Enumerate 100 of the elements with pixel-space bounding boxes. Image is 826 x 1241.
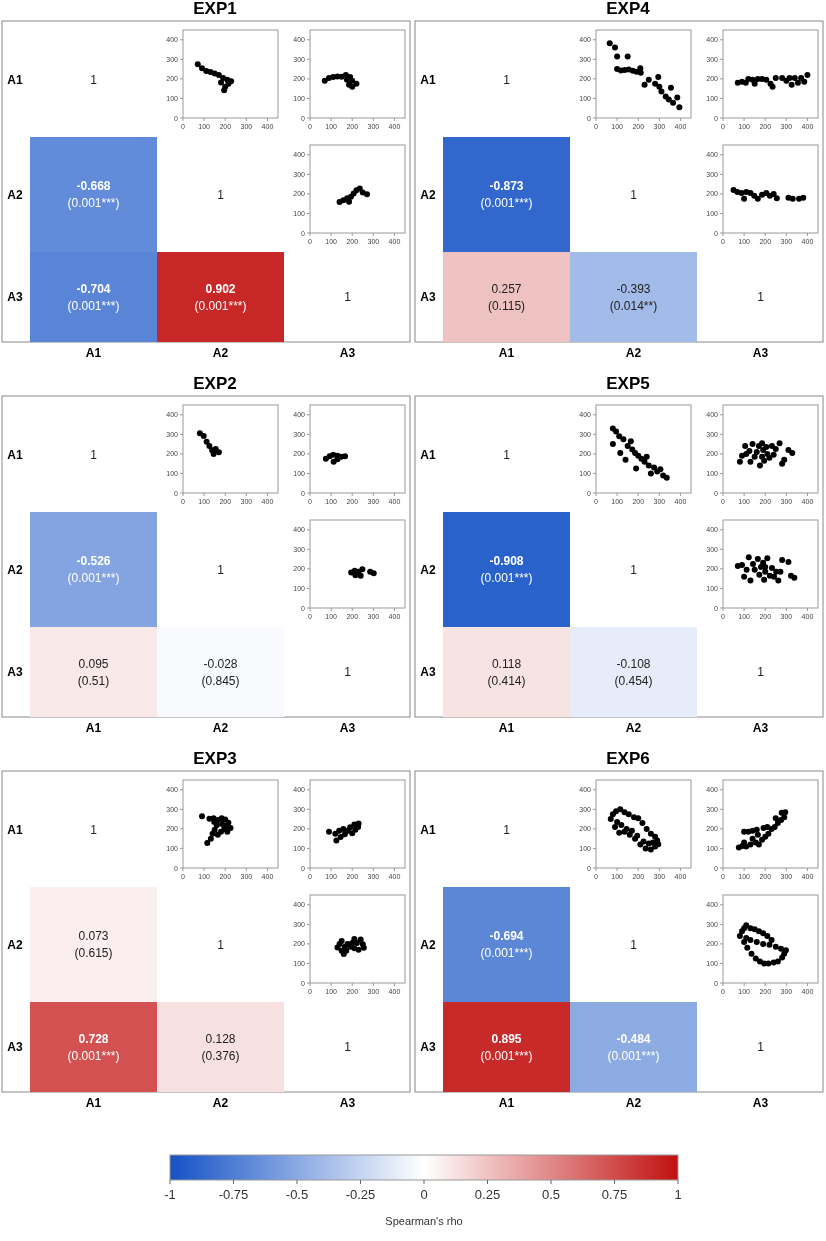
annotation: (0.115)	[487, 298, 526, 313]
x-tick-label: A2	[625, 346, 642, 360]
color-bar-label: 0.5	[541, 1187, 561, 1202]
x-tick-label: A2	[212, 346, 229, 360]
y-tick-label: A2	[7, 562, 23, 577]
annotation: 1	[757, 665, 765, 679]
x-tick-label: A1	[85, 721, 102, 735]
annotation: (0.454)	[614, 673, 653, 688]
y-tick-label: A3	[420, 290, 436, 304]
data-label: -0.908	[489, 554, 524, 568]
data-label: -0.694	[489, 929, 524, 943]
chart-title: EXP6	[606, 749, 650, 768]
x-tick-label: A2	[625, 721, 642, 735]
annotation: (0.001***)	[194, 298, 247, 313]
annotation: (0.001***)	[67, 1048, 120, 1063]
annotation: (0.51)	[77, 673, 110, 688]
y-tick-label: A1	[420, 822, 436, 837]
data-label: -0.028	[203, 656, 238, 671]
annotation: (0.376)	[201, 1048, 240, 1063]
annotation: 1	[217, 187, 225, 202]
chart-title: EXP1	[193, 0, 237, 18]
annotation: 1	[90, 447, 98, 462]
data-label: -0.668	[76, 179, 111, 193]
x-tick-label: A3	[752, 721, 769, 735]
y-tick-label: A3	[7, 1040, 23, 1054]
color-bar-label: -0.25	[345, 1187, 376, 1202]
data-label: -0.484	[616, 1031, 651, 1046]
x-tick-label: A3	[339, 346, 356, 360]
x-tick-label: A2	[212, 721, 229, 735]
x-tick-label: A3	[339, 1096, 356, 1110]
data-label: 0.895	[491, 1031, 522, 1046]
annotation: 1	[344, 1040, 352, 1054]
data-label: 0.118	[491, 656, 522, 671]
chart-title: EXP2	[193, 374, 237, 393]
y-tick-label: A3	[420, 1040, 436, 1054]
y-tick-label: A1	[420, 72, 436, 87]
data-label: 0.902	[205, 281, 236, 296]
color-bar-label: -0.75	[218, 1187, 249, 1202]
annotation: 1	[630, 937, 638, 952]
y-tick-label: A2	[7, 187, 23, 202]
y-tick-label: A3	[7, 290, 23, 304]
annotation: 1	[344, 665, 352, 679]
annotation: (0.014**)	[609, 298, 658, 313]
x-tick-label: A3	[339, 721, 356, 735]
annotation: (0.001***)	[480, 1048, 533, 1063]
y-tick-label: A1	[7, 72, 23, 87]
annotation: (0.845)	[201, 673, 240, 688]
color-bar-label: 0.75	[601, 1187, 628, 1202]
data-label: 0.095	[78, 656, 109, 671]
x-tick-label: A1	[498, 721, 515, 735]
annotation: 1	[217, 562, 225, 577]
data-label: -0.108	[616, 656, 651, 671]
data-label: 0.128	[205, 1031, 236, 1046]
data-label: -0.704	[76, 281, 111, 296]
color-bar-label: 0.25	[474, 1187, 501, 1202]
annotation: (0.001***)	[67, 571, 120, 585]
y-tick-label: A2	[420, 187, 436, 202]
chart-title: EXP3	[193, 749, 237, 768]
annotation: (0.001***)	[67, 196, 120, 210]
annotation: 1	[503, 72, 511, 87]
annotation: 1	[630, 187, 638, 202]
color-bar-label: -1	[164, 1187, 176, 1202]
annotation: 1	[757, 290, 765, 304]
x-tick-label: A3	[752, 346, 769, 360]
x-tick-label: A2	[212, 1096, 229, 1110]
y-tick-label: A1	[7, 447, 23, 462]
x-tick-label: A1	[498, 346, 515, 360]
y-tick-label: A2	[420, 937, 436, 952]
y-tick-label: A3	[7, 665, 23, 679]
y-tick-label: A2	[7, 937, 23, 952]
annotation: 1	[90, 72, 98, 87]
data-label: -0.526	[76, 554, 111, 568]
data-label: -0.873	[489, 179, 524, 193]
y-tick-label: A3	[420, 665, 436, 679]
annotation: (0.414)	[487, 673, 526, 688]
annotation: (0.001***)	[67, 298, 120, 313]
y-tick-label: A2	[420, 562, 436, 577]
annotation: 1	[344, 290, 352, 304]
y-tick-label: A1	[7, 822, 23, 837]
color-bar-label: -0.5	[285, 1187, 309, 1202]
chart-title: EXP5	[606, 374, 650, 393]
annotation: (0.001***)	[480, 196, 533, 210]
annotation: 1	[217, 937, 225, 952]
x-tick-label: A1	[85, 1096, 102, 1110]
x-tick-label: A1	[85, 346, 102, 360]
annotation: 1	[630, 562, 638, 577]
y-tick-label: A1	[420, 447, 436, 462]
data-label: 0.257	[491, 281, 522, 296]
data-label: 0.728	[78, 1031, 109, 1046]
annotation: (0.615)	[74, 946, 113, 960]
x-tick-label: A1	[498, 1096, 515, 1110]
annotation: 1	[90, 822, 98, 837]
color-bar-label: 1	[674, 1187, 682, 1202]
x-tick-label: A2	[625, 1096, 642, 1110]
chart-title: EXP4	[606, 0, 651, 18]
data-label: -0.393	[616, 281, 651, 296]
data-label: 0.073	[78, 929, 109, 943]
annotation: 1	[503, 822, 511, 837]
annotation: 1	[757, 1040, 765, 1054]
x-tick-label: A3	[752, 1096, 769, 1110]
